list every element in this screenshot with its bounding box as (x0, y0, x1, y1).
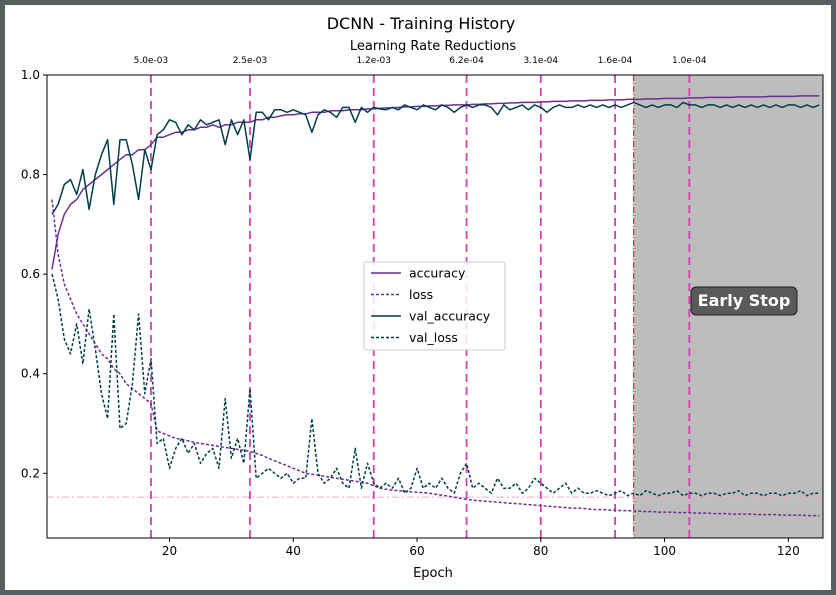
early-stop-annotation: Early Stop (690, 286, 798, 316)
chart-subtitle: Learning Rate Reductions (350, 39, 516, 54)
legend-label-1: loss (409, 287, 433, 302)
x-tick-label-1: 40 (286, 544, 301, 558)
series-line-val-accuracy (51, 101, 820, 215)
chart-title: DCNN - Training History (327, 14, 516, 33)
x-tick-label-3: 80 (533, 544, 548, 558)
legend: accuracy loss val_accuracy val_loss (363, 261, 506, 351)
lr-label-6: 1.0e-04 (672, 56, 707, 66)
y-tick-label-3: 0.8 (21, 168, 40, 182)
legend-box (363, 261, 506, 351)
x-axis-label: Epoch (413, 566, 453, 581)
lr-label-2: 1.2e-03 (356, 56, 391, 66)
lr-label-0: 5.0e-03 (134, 56, 169, 66)
series-lines (51, 95, 820, 517)
early-stop-label-box (690, 286, 798, 316)
figure-frame: DCNN - Training History Learning Rate Re… (5, 5, 831, 590)
lr-label-1: 2.5e-03 (233, 56, 268, 66)
y-tick-label-4: 1.0 (21, 68, 40, 82)
y-tick-label-1: 0.4 (21, 367, 40, 381)
early-stop-label: Early Stop (698, 291, 791, 310)
series-line-loss (51, 199, 820, 517)
y-axis-ticks: 0.2 0.4 0.6 0.8 1.0 (21, 68, 47, 480)
x-tick-label-4: 100 (653, 544, 676, 558)
y-tick-label-0: 0.2 (21, 466, 40, 480)
legend-label-3: val_loss (409, 330, 458, 345)
x-tick-label-2: 60 (409, 544, 424, 558)
legend-label-0: accuracy (409, 266, 466, 281)
training-history-chart: DCNN - Training History Learning Rate Re… (21, 14, 824, 581)
x-tick-label-5: 120 (777, 544, 800, 558)
lr-label-3: 6.2e-04 (449, 56, 484, 66)
x-axis-ticks: 20 40 60 80 100 120 (162, 538, 800, 558)
lr-label-5: 1.6e-04 (598, 56, 633, 66)
legend-label-2: val_accuracy (409, 309, 491, 324)
axes-border (46, 74, 824, 539)
axes-frame (46, 74, 824, 539)
lr-label-4: 3.1e-04 (524, 56, 559, 66)
x-tick-label-0: 20 (162, 544, 177, 558)
lr-reduction-labels: 5.0e-03 2.5e-03 1.2e-03 6.2e-04 3.1e-04 1.6e-… (134, 56, 707, 66)
series-line-accuracy (51, 95, 820, 270)
y-tick-label-2: 0.6 (21, 267, 40, 281)
series-line-val-loss (51, 273, 820, 497)
